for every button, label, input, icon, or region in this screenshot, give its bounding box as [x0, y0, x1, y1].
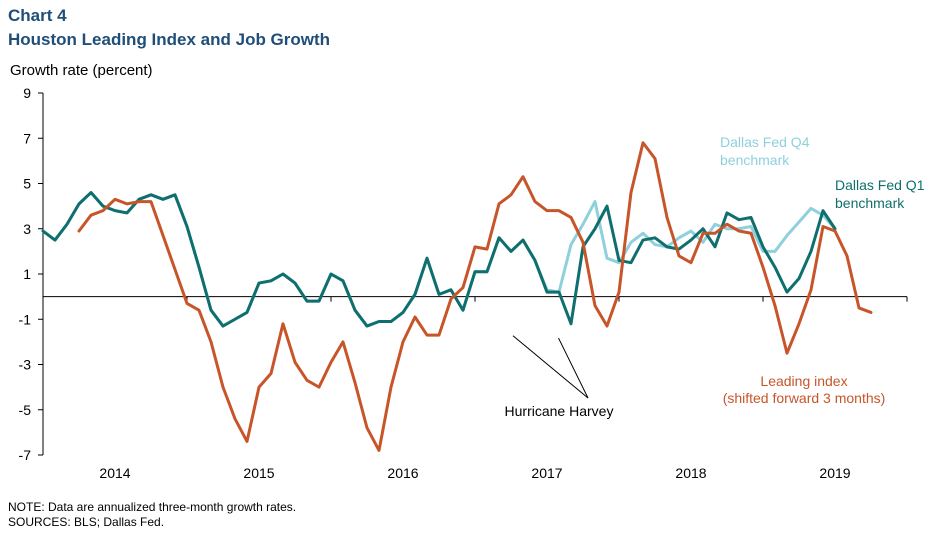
annotations: Dallas Fed Q4 benchmark Dallas Fed Q1 bench…: [505, 134, 925, 419]
series-line-0: [41, 191, 837, 328]
x-tick-label: 2016: [387, 465, 418, 481]
q4-label-line1: Dallas Fed Q4: [720, 134, 810, 150]
y-tick-label: 7: [23, 130, 31, 146]
y-tick-label: 1: [23, 266, 31, 282]
y-tick-label: 9: [23, 85, 31, 101]
note-text: NOTE: Data are annualized three-month gr…: [8, 500, 297, 514]
y-tick-label: -7: [19, 447, 32, 463]
y-tick-label: -1: [19, 311, 32, 327]
chart-number: Chart 4: [8, 6, 67, 25]
harvey-pointer-left: [512, 335, 589, 399]
y-tick-label: -3: [19, 357, 32, 373]
leading-label-line2: (shifted forward 3 months): [723, 390, 886, 406]
series-line-2: [77, 141, 873, 452]
footnotes: NOTE: Data are annualized three-month gr…: [8, 500, 296, 530]
harvey-pointer-right: [558, 337, 589, 399]
x-tick-label: 2015: [243, 465, 274, 481]
x-tick-label: 2014: [99, 465, 130, 481]
axes: [38, 92, 908, 456]
y-tick-label: 3: [23, 221, 31, 237]
y-axis-label: Growth rate (percent): [10, 62, 153, 79]
chart-title: Houston Leading Index and Job Growth: [8, 30, 331, 49]
y-tick-label: -5: [19, 402, 32, 418]
x-tick-label: 2018: [675, 465, 706, 481]
y-tick-label: 5: [23, 176, 31, 192]
q1-label-line2: benchmark: [835, 195, 905, 211]
q1-label-line1: Dallas Fed Q1: [835, 177, 925, 193]
series-lines: [41, 141, 873, 452]
leading-label-line1: Leading index: [760, 373, 847, 389]
tick-labels: 9 7 5 3 1 -1 -3 -5 -7 2014 2015 2016 2017 2018 2019: [19, 85, 851, 481]
sources-text: SOURCES: BLS; Dallas Fed.: [8, 515, 165, 529]
x-tick-label: 2017: [531, 465, 562, 481]
hurricane-harvey-label: Hurricane Harvey: [505, 403, 614, 419]
x-tick-label: 2019: [819, 465, 850, 481]
series-line-1: [41, 191, 837, 328]
q4-label-line2: benchmark: [720, 152, 790, 168]
